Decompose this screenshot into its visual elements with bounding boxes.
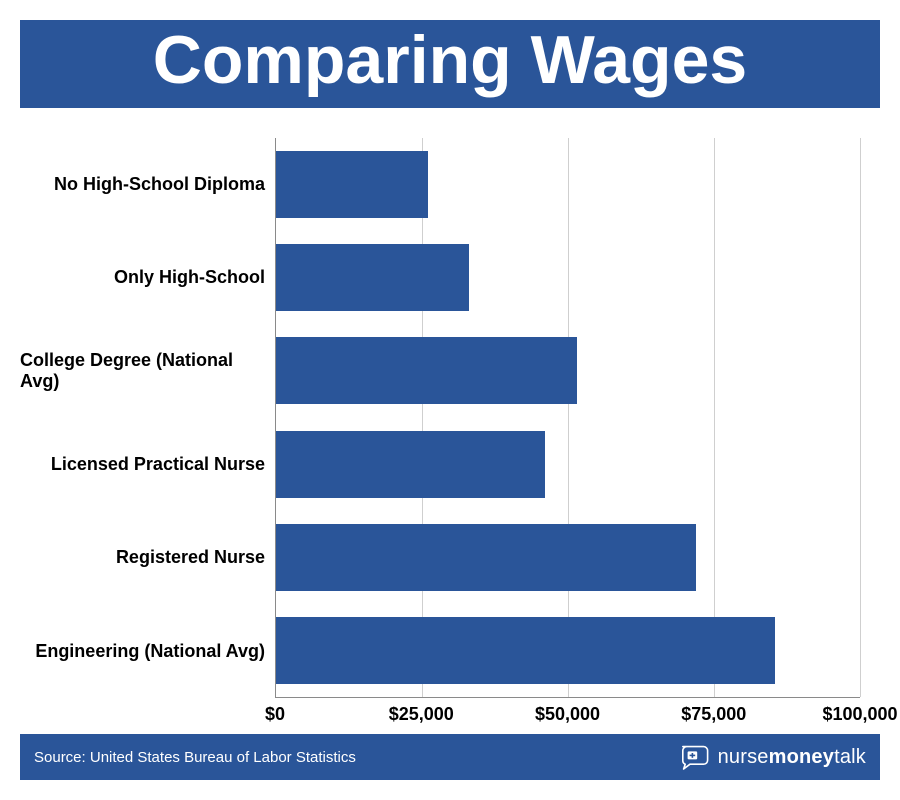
- x-tick: $75,000: [681, 704, 746, 725]
- chat-plus-icon: [678, 744, 710, 770]
- y-label: Engineering (National Avg): [20, 605, 275, 698]
- bars: [276, 138, 860, 697]
- brand-word: talk: [834, 746, 866, 768]
- x-axis: $0 $25,000 $50,000 $75,000 $100,000: [275, 698, 860, 734]
- bar: [276, 244, 469, 311]
- y-label: Only High-School: [20, 231, 275, 324]
- title-bar: Comparing Wages: [20, 20, 880, 108]
- y-axis-labels: No High-School Diploma Only High-School …: [20, 138, 275, 698]
- page: Comparing Wages No High-School Diploma O…: [0, 0, 900, 800]
- x-tick: $50,000: [535, 704, 600, 725]
- bar: [276, 617, 775, 684]
- x-tick: $100,000: [822, 704, 897, 725]
- chart: No High-School Diploma Only High-School …: [20, 108, 880, 734]
- x-tick: $25,000: [389, 704, 454, 725]
- bar: [276, 151, 428, 218]
- gridline: [860, 138, 861, 697]
- y-label: College Degree (National Avg): [20, 325, 275, 418]
- bar: [276, 524, 696, 591]
- brand-word: nurse: [718, 746, 769, 768]
- brand-word: money: [769, 746, 834, 768]
- bar-row: [276, 418, 860, 511]
- bar: [276, 337, 577, 404]
- y-label: Licensed Practical Nurse: [20, 418, 275, 511]
- chart-area: No High-School Diploma Only High-School …: [20, 138, 860, 698]
- bar-row: [276, 511, 860, 604]
- footer-bar: Source: United States Bureau of Labor St…: [20, 734, 880, 780]
- y-label: Registered Nurse: [20, 511, 275, 604]
- source-text: Source: United States Bureau of Labor St…: [34, 749, 356, 766]
- bar-row: [276, 324, 860, 417]
- x-tick: $0: [265, 704, 285, 725]
- bar-row: [276, 604, 860, 697]
- bar: [276, 431, 545, 498]
- plot-area: [275, 138, 860, 698]
- y-label: No High-School Diploma: [20, 138, 275, 231]
- page-title: Comparing Wages: [153, 22, 747, 98]
- brand-name: nursemoneytalk: [718, 746, 866, 769]
- bar-row: [276, 231, 860, 324]
- bar-row: [276, 138, 860, 231]
- brand-logo: nursemoneytalk: [678, 744, 866, 770]
